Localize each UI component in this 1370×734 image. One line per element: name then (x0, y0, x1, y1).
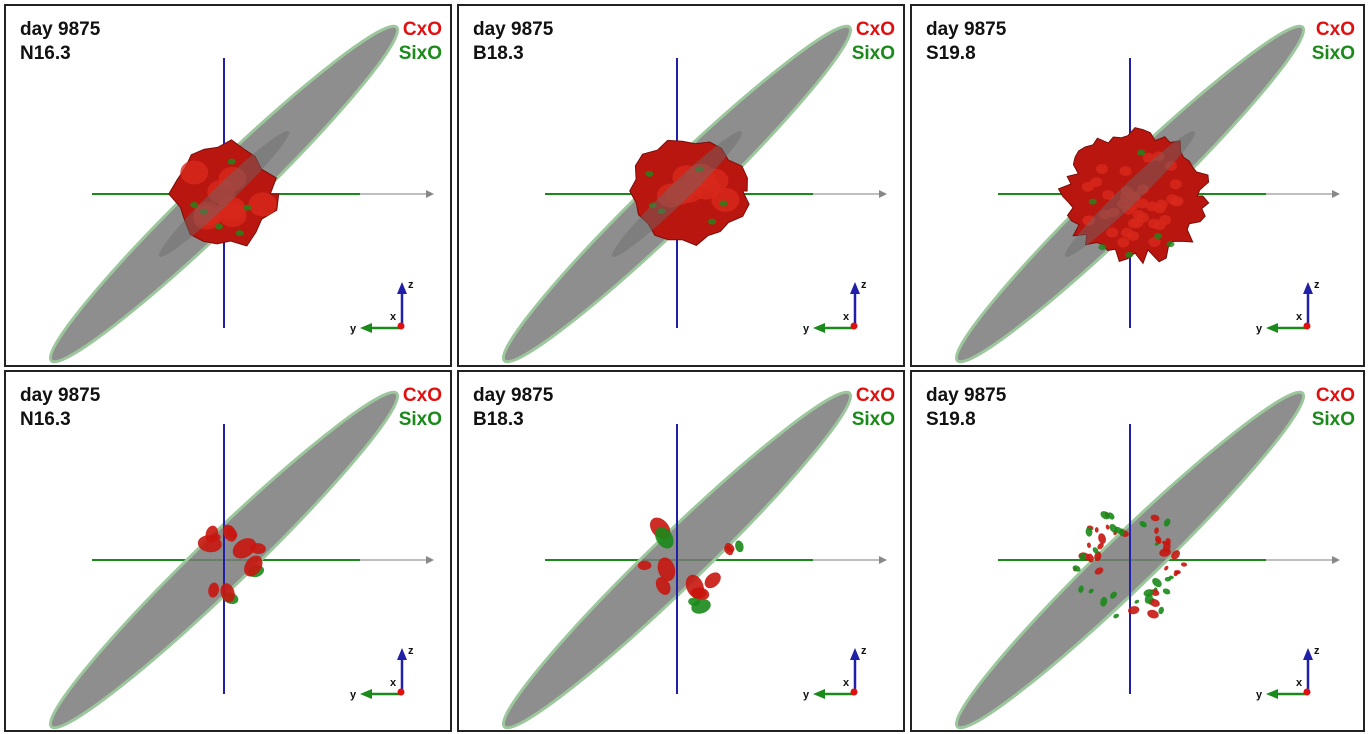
model-label: S19.8 (926, 43, 976, 64)
x-axis-label: x (843, 677, 850, 689)
legend-sixo: SixO (1311, 409, 1355, 430)
legend: CxO SixO (1312, 384, 1355, 432)
legend-sixo: SixO (851, 43, 895, 64)
panel-caption: day 9875 N16.3 (20, 384, 100, 432)
panel-caption: day 9875 S19.8 (926, 384, 1006, 432)
panel-top-b18: z y x day 9875 B18.3 CxO SixO (457, 4, 905, 367)
x-axis-arrow (1332, 190, 1340, 198)
legend-sixo: SixO (398, 409, 442, 430)
y-axis-label: y (350, 689, 357, 701)
x-axis-arrow (426, 556, 434, 564)
legend: CxO SixO (399, 384, 442, 432)
x-axis-label: x (390, 311, 397, 323)
ejecta-clumps-red-green (1072, 511, 1188, 619)
model-label: N16.3 (20, 409, 71, 430)
panel-3d-scene: z y x (48, 390, 434, 730)
axis-triad: z y x (1256, 645, 1320, 701)
panel-caption: day 9875 B18.3 (473, 18, 553, 66)
legend: CxO SixO (852, 18, 895, 66)
day-label: day 9875 (20, 19, 101, 40)
model-label: B18.3 (473, 409, 524, 430)
y-axis-label: y (803, 689, 810, 701)
axis-triad: z y x (803, 279, 867, 335)
legend-sixo: SixO (1311, 43, 1355, 64)
z-axis-label: z (861, 645, 867, 657)
panel-caption: day 9875 B18.3 (473, 384, 553, 432)
panel-3d-scene: z y x (501, 24, 887, 364)
legend: CxO SixO (1312, 18, 1355, 66)
z-axis-label: z (408, 645, 414, 657)
ejecta-isosurface-red-blob (611, 131, 750, 257)
panel-3d-scene: z y x (954, 24, 1340, 364)
x-axis-label: x (1296, 677, 1303, 689)
panel-bottom-n16: z y x day 9875 N16.3 CxO SixO (4, 370, 452, 732)
day-label: day 9875 (473, 19, 554, 40)
panel-3d-scene: z y x (954, 390, 1340, 730)
legend-cxo: CxO (1315, 385, 1355, 406)
y-axis-label: y (1256, 689, 1263, 701)
axis-triad: z y x (350, 279, 414, 335)
legend-sixo: SixO (851, 409, 895, 430)
legend-cxo: CxO (855, 19, 895, 40)
day-label: day 9875 (20, 385, 101, 406)
ejecta-isosurface-red-blob (158, 131, 290, 257)
ejecta-isosurface-red-blob (1057, 127, 1210, 265)
day-label: day 9875 (926, 19, 1007, 40)
ejecta-clumps-red-green (637, 517, 744, 614)
panel-bottom-b18: z y x day 9875 B18.3 CxO SixO (457, 370, 905, 732)
legend: CxO SixO (852, 384, 895, 432)
y-axis-label: y (803, 323, 810, 335)
panel-bottom-s19: z y x day 9875 S19.8 CxO SixO (910, 370, 1365, 732)
x-axis-arrow (879, 556, 887, 564)
legend-cxo: CxO (402, 385, 442, 406)
model-label: N16.3 (20, 43, 71, 64)
x-axis-label: x (390, 677, 397, 689)
panel-caption: day 9875 N16.3 (20, 18, 100, 66)
x-axis-arrow (426, 190, 434, 198)
model-label: S19.8 (926, 409, 976, 430)
legend-cxo: CxO (402, 19, 442, 40)
x-axis-label: x (1296, 311, 1303, 323)
y-axis-label: y (1256, 323, 1263, 335)
y-axis-label: y (350, 323, 357, 335)
axis-triad: z y x (350, 645, 414, 701)
legend-sixo: SixO (398, 43, 442, 64)
model-label: B18.3 (473, 43, 524, 64)
axis-triad: z y x (803, 645, 867, 701)
legend-cxo: CxO (855, 385, 895, 406)
x-axis-arrow (1332, 556, 1340, 564)
panel-top-s19: z y x day 9875 S19.8 CxO SixO (910, 4, 1365, 367)
panel-3d-scene: z y x (48, 24, 434, 364)
z-axis-label: z (1314, 279, 1320, 291)
panel-caption: day 9875 S19.8 (926, 18, 1006, 66)
z-axis-label: z (408, 279, 414, 291)
panel-3d-scene: z y x (501, 390, 887, 730)
ejecta-clumps-red-green (197, 524, 266, 605)
panel-top-n16: z y x day 9875 N16.3 CxO SixO (4, 4, 452, 367)
legend: CxO SixO (399, 18, 442, 66)
axis-triad: z y x (1256, 279, 1320, 335)
legend-cxo: CxO (1315, 19, 1355, 40)
day-label: day 9875 (473, 385, 554, 406)
x-axis-arrow (879, 190, 887, 198)
x-axis-label: x (843, 311, 850, 323)
day-label: day 9875 (926, 385, 1007, 406)
z-axis-label: z (1314, 645, 1320, 657)
z-axis-label: z (861, 279, 867, 291)
